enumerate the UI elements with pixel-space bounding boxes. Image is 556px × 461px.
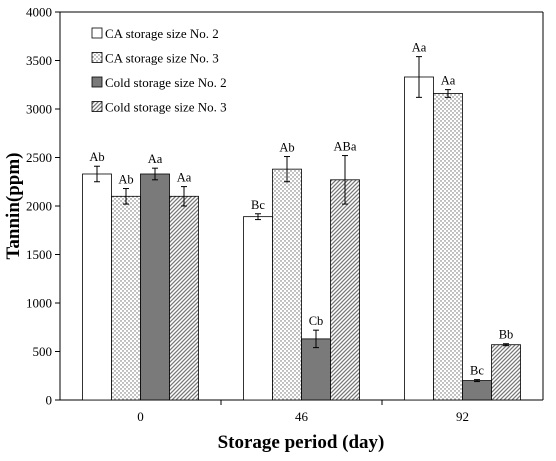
legend-label: CA storage size No. 2 — [105, 26, 219, 41]
bar-annotation: Bc — [251, 198, 265, 212]
x-tick-label: 0 — [137, 409, 144, 424]
y-tick-label: 1000 — [26, 296, 52, 311]
bar — [82, 173, 112, 401]
bar — [272, 168, 302, 401]
x-tick-label: 46 — [295, 409, 309, 424]
error-bars — [94, 56, 509, 383]
bar-annotation: Bb — [499, 328, 514, 342]
bar-annotation: Ab — [279, 141, 294, 155]
bar — [330, 179, 360, 401]
legend-swatch — [91, 76, 103, 88]
legend-swatch — [91, 101, 103, 112]
bar — [491, 344, 521, 401]
bar-annotation: Aa — [441, 74, 456, 88]
y-tick-label: 4000 — [26, 5, 52, 20]
x-axis-ticks: 0 46 92 — [137, 400, 469, 424]
bar-annotation: Ab — [89, 150, 104, 164]
bar — [111, 195, 141, 401]
legend-label: Cold storage size No. 3 — [105, 100, 227, 115]
y-tick-label: 2000 — [26, 199, 52, 214]
bar-annotation: Aa — [177, 171, 192, 185]
y-axis-label: Tannin(ppm) — [3, 152, 24, 259]
x-tick-label: 92 — [456, 409, 469, 424]
legend: CA storage size No. 2 CA storage size No.… — [91, 26, 227, 115]
bar-annotation: Aa — [148, 152, 163, 166]
y-axis-ticks: 0 500 1000 1500 2000 2500 3000 3500 4000 — [26, 5, 60, 408]
bar — [243, 216, 273, 401]
legend-swatch — [91, 52, 103, 63]
y-tick-label: 3500 — [26, 53, 52, 68]
bar-annotation: Cb — [309, 314, 324, 328]
legend-swatch — [91, 27, 103, 39]
bar-annotation: ABa — [334, 140, 357, 154]
bar-series — [82, 76, 521, 401]
bar — [169, 195, 199, 401]
bar — [301, 338, 331, 401]
y-tick-label: 1500 — [26, 247, 52, 262]
legend-label: Cold storage size No. 2 — [105, 75, 227, 90]
y-tick-label: 2500 — [26, 150, 52, 165]
y-tick-label: 500 — [33, 344, 53, 359]
x-axis-label: Storage period (day) — [218, 432, 385, 453]
legend-label: CA storage size No. 3 — [105, 51, 219, 66]
bar-annotations: Ab Bc Aa Ab Ab Aa Aa Cb Bc Aa ABa Bb — [89, 41, 513, 378]
bar-annotation: Ab — [118, 173, 133, 187]
y-tick-label: 3000 — [26, 102, 52, 117]
y-tick-label: 0 — [46, 393, 53, 408]
bar-annotation: Bc — [470, 364, 484, 378]
bar — [404, 76, 434, 401]
bar — [462, 380, 492, 401]
bar-annotation: Aa — [412, 41, 427, 55]
bar — [433, 93, 463, 401]
bar — [140, 173, 170, 401]
